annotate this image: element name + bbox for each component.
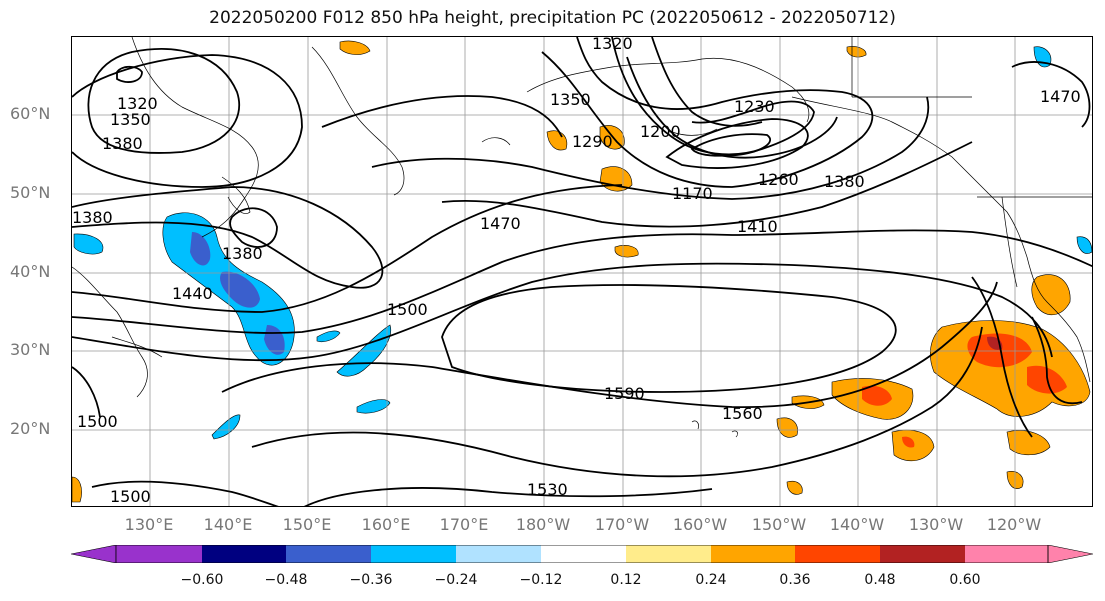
- contour-label: 1470: [1040, 87, 1081, 106]
- contour-label: 1380: [222, 244, 263, 263]
- colorbar: [70, 544, 1094, 564]
- contour-label: 1200: [640, 122, 681, 141]
- contour-label: 1440: [172, 284, 213, 303]
- contour-label: 1290: [572, 132, 613, 151]
- colorbar-extend-low: [70, 544, 117, 564]
- colorbar-swatch: [541, 545, 626, 563]
- lat-label-40n: 40°N: [10, 262, 51, 281]
- lon-label-180w: 180°W: [515, 515, 571, 534]
- lon-label-150w: 150°W: [751, 515, 807, 534]
- contour-label: 1230: [734, 97, 775, 116]
- colorbar-tick: −0.12: [519, 572, 563, 588]
- contour-label: 1170: [672, 184, 713, 203]
- contour-label: 1470: [480, 214, 521, 233]
- contour-label: 1500: [77, 412, 118, 431]
- contour-label: 1500: [387, 300, 428, 319]
- map-svg: 1320 1350 1380 1380 1380 1440 1500 1470 …: [72, 37, 1092, 506]
- colorbar-svg: [70, 544, 1094, 564]
- graticule: [72, 37, 1092, 506]
- colorbar-swatch: [116, 545, 202, 563]
- colorbar-tick: 0.60: [949, 572, 981, 588]
- colorbar-swatch: [626, 545, 711, 563]
- contour-label: 1350: [550, 90, 591, 109]
- contour-label: 1500: [110, 487, 151, 506]
- colorbar-swatch: [371, 545, 456, 563]
- colorbar-swatch: [202, 545, 286, 563]
- contour-label: 1320: [117, 94, 158, 113]
- contour-label: 1260: [758, 170, 799, 189]
- contour-label: 1350: [110, 110, 151, 129]
- lon-label-140e: 140°E: [203, 515, 253, 534]
- contour-label: 1530: [527, 480, 568, 499]
- contour-label: 1320: [592, 37, 633, 53]
- lat-label-20n: 20°N: [10, 419, 51, 438]
- map-title: 2022050200 F012 850 hPa height, precipit…: [209, 8, 896, 28]
- lon-label-120w: 120°W: [986, 515, 1042, 534]
- contour-label: 1560: [722, 404, 763, 423]
- colorbar-extend-high: [1047, 544, 1094, 564]
- colorbar-swatch: [965, 545, 1048, 563]
- colorbar-swatch: [880, 545, 965, 563]
- lat-label-30n: 30°N: [10, 340, 51, 359]
- lat-label-60n: 60°N: [10, 104, 51, 123]
- lon-label-150e: 150°E: [282, 515, 332, 534]
- lon-label-160w: 160°W: [672, 515, 728, 534]
- contour-label: 1590: [604, 384, 645, 403]
- positive-precip-shading: [72, 40, 1091, 503]
- map-panel: 1320 1350 1380 1380 1380 1440 1500 1470 …: [71, 36, 1093, 507]
- contour-label: 1380: [824, 172, 865, 191]
- colorbar-swatch: [795, 545, 880, 563]
- colorbar-tick: −0.36: [349, 572, 393, 588]
- contour-label: 1380: [72, 208, 113, 227]
- lon-label-170e: 170°E: [439, 515, 489, 534]
- lon-label-160e: 160°E: [361, 515, 411, 534]
- colorbar-tick: −0.24: [434, 572, 478, 588]
- colorbar-tick: 0.36: [779, 572, 811, 588]
- contour-label: 1410: [737, 217, 778, 236]
- colorbar-tick: −0.60: [180, 572, 224, 588]
- lon-label-130e: 130°E: [124, 515, 174, 534]
- contour-labels: 1320 1350 1380 1380 1380 1440 1500 1470 …: [72, 37, 1081, 506]
- colorbar-tick: 0.12: [610, 572, 642, 588]
- colorbar-tick: 0.24: [695, 572, 727, 588]
- lon-label-140w: 140°W: [829, 515, 885, 534]
- height-contours: [72, 37, 1092, 506]
- colorbar-tick: 0.48: [864, 572, 896, 588]
- lon-label-130w: 130°W: [908, 515, 964, 534]
- lon-label-170w: 170°W: [594, 515, 650, 534]
- contour-label: 1380: [102, 134, 143, 153]
- colorbar-swatch: [456, 545, 541, 563]
- lat-label-50n: 50°N: [10, 183, 51, 202]
- colorbar-swatch: [711, 545, 795, 563]
- colorbar-swatch: [286, 545, 371, 563]
- colorbar-tick: −0.48: [264, 572, 308, 588]
